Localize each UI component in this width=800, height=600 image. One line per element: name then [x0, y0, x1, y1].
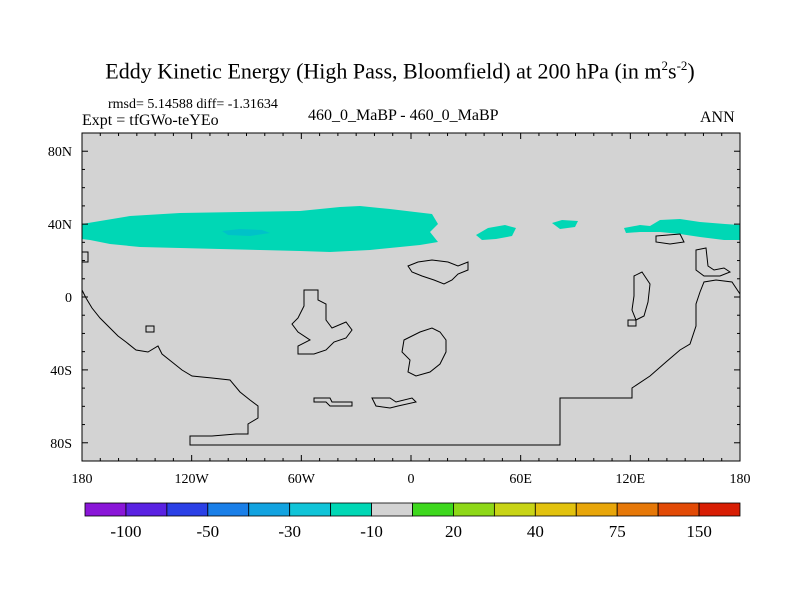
colorbar-labels: -100 -50 -30 -10 20 40 75 150: [110, 522, 711, 541]
x-tick-label: 180: [730, 472, 751, 487]
colorbar-segment: [371, 502, 413, 517]
coastline-antarctic-ridge-1: [313, 397, 353, 407]
coastline-maritime: [627, 319, 637, 327]
coastlines: [81, 233, 741, 446]
y-tick-label: 80N: [48, 145, 72, 160]
experiment-label: Expt = tfGWo-teYEo: [82, 112, 219, 129]
comparison-label: 460_0_MaBP - 460_0_MaBP: [308, 107, 499, 124]
colorbar-segment: [412, 502, 454, 517]
chart-title: Eddy Kinetic Energy (High Pass, Bloomfie…: [105, 58, 695, 84]
colorbar-segment: [330, 502, 372, 517]
colorbar-segment: [657, 502, 700, 517]
colorbar-segment: [493, 502, 536, 517]
y-tick-label: 40S: [50, 364, 72, 379]
rmsd-diff-text: rmsd= 5.14588 diff= -1.31634: [108, 97, 278, 112]
coastline-antarctic-ridge-2: [371, 397, 417, 409]
colorbar-label: 75: [609, 522, 626, 541]
colorbar-label: -100: [110, 522, 141, 541]
anomaly-region-inner: [222, 229, 270, 236]
x-tick-label: 120E: [616, 472, 646, 487]
colorbar-segment: [575, 502, 618, 517]
x-tick-label: 60E: [509, 472, 532, 487]
x-tick-label: 120W: [175, 472, 210, 487]
colorbar-segment: [207, 502, 250, 517]
coastline-left-strip: [82, 251, 89, 263]
y-tick-label: 80S: [50, 437, 72, 452]
season-label: ANN: [700, 109, 735, 126]
y-tick-label: 0: [65, 291, 72, 306]
anomaly-region-pacific-west: [624, 219, 740, 240]
coastline-north-africa: [407, 259, 469, 285]
colorbar-segment: [616, 502, 659, 517]
anomaly-region-main: [82, 206, 438, 252]
colorbar-segment: [125, 502, 168, 517]
x-tick-label: 60W: [288, 472, 316, 487]
colorbar-label: -10: [360, 522, 383, 541]
x-tick-label: 0: [408, 472, 415, 487]
anomaly-region-indian: [552, 220, 578, 229]
map-background: [82, 133, 740, 461]
colorbar: [84, 502, 741, 517]
colorbar-segment: [698, 502, 741, 517]
colorbar-label: -50: [196, 522, 219, 541]
colorbar-label: -30: [278, 522, 301, 541]
colorbar-segment: [453, 502, 495, 517]
x-axis-labels: 180 120W 60W 0 60E 120E 180: [72, 472, 751, 487]
coastline-americas: [81, 279, 741, 446]
colorbar-label: 40: [527, 522, 544, 541]
colorbar-segment: [166, 502, 209, 517]
anomaly-region-east-africa: [476, 225, 516, 240]
axis-ticks: [81, 133, 741, 461]
coastline-south-africa: [401, 327, 447, 377]
colorbar-label: 20: [445, 522, 462, 541]
coastline-pacific-islands: [695, 247, 732, 277]
y-tick-label: 40N: [48, 218, 72, 233]
colorbar-segment: [534, 502, 577, 517]
coastline-island-small: [145, 325, 155, 333]
colorbar-segment: [248, 502, 291, 517]
y-axis-labels: 80N 40N 0 40S 80S: [48, 145, 72, 452]
eke-anomaly-band: [82, 206, 740, 252]
colorbar-segment: [289, 502, 332, 517]
colorbar-label: 150: [686, 522, 712, 541]
x-tick-label: 180: [72, 472, 93, 487]
coastline-india: [631, 271, 651, 321]
coastline-atlantic-block: [291, 289, 353, 355]
coastline-east-asia: [655, 233, 685, 245]
colorbar-segment: [84, 502, 127, 517]
